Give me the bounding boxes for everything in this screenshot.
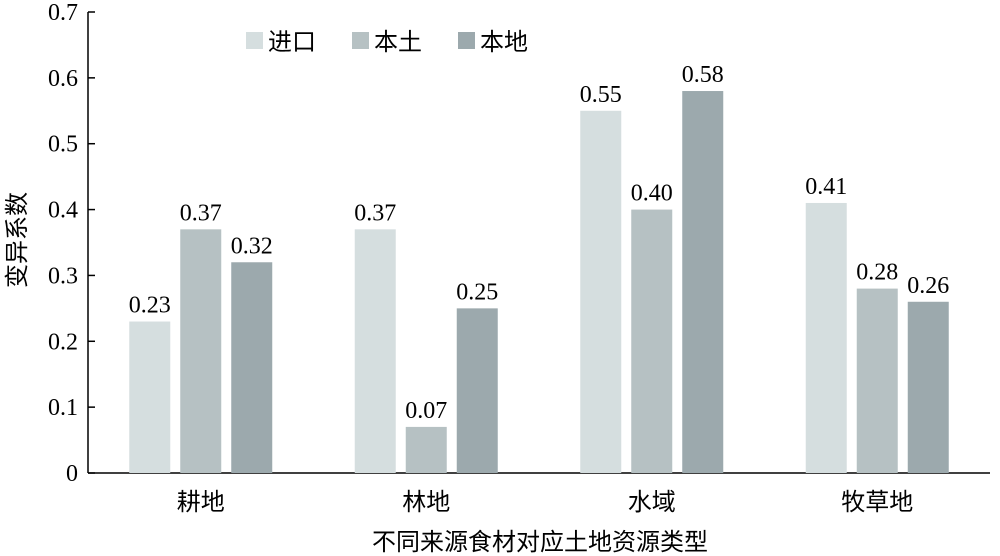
data-labels: 0.23 0.37 0.32 0.37 0.07 0.25 0.55 0.40 0.58 0.41…	[129, 62, 950, 424]
bar	[580, 110, 622, 474]
bar	[805, 202, 847, 473]
bar	[129, 321, 171, 473]
y-tick-label: 0.5	[48, 132, 78, 158]
legend-swatch	[458, 32, 475, 49]
legend-label: 本土	[374, 28, 422, 56]
data-label: 0.58	[682, 62, 724, 88]
bar	[682, 91, 724, 474]
legend-label: 本地	[480, 28, 528, 56]
data-label: 0.37	[354, 200, 396, 226]
bar	[856, 288, 898, 473]
data-label: 0.07	[405, 398, 447, 424]
y-tick-label: 0.4	[48, 198, 78, 224]
data-label: 0.28	[856, 260, 898, 286]
data-label: 0.55	[580, 82, 622, 108]
y-tick-label: 0.2	[48, 329, 78, 355]
bar	[907, 301, 949, 473]
data-label: 0.40	[631, 181, 673, 207]
y-tick-label: 0.3	[48, 263, 78, 289]
x-axis: 耕地 林地 水域 牧草地	[88, 472, 990, 516]
bar	[405, 426, 447, 473]
x-tick-label: 林地	[402, 488, 450, 516]
data-label: 0.37	[180, 200, 222, 226]
legend: 进口 本土 本地	[246, 28, 528, 56]
bar	[354, 229, 396, 473]
data-label: 0.26	[907, 273, 949, 299]
bar	[180, 229, 222, 473]
x-axis-title: 不同来源食材对应土地资源类型	[372, 528, 708, 556]
y-tick-label: 0	[66, 461, 78, 487]
y-tick-label: 0.1	[48, 395, 78, 421]
y-axis: 0 0.1 0.2 0.3 0.4 0.5 0.6 0.7	[48, 0, 95, 487]
legend-label: 进口	[268, 28, 316, 56]
data-label: 0.25	[456, 279, 498, 305]
legend-swatch	[352, 32, 369, 49]
bars	[129, 91, 949, 474]
x-tick-label: 牧草地	[841, 488, 913, 516]
data-label: 0.41	[805, 174, 847, 200]
data-label: 0.23	[129, 293, 171, 319]
data-label: 0.32	[231, 233, 273, 259]
legend-swatch	[246, 32, 263, 49]
bar	[456, 308, 498, 473]
y-tick-label: 0.7	[48, 0, 78, 26]
bar	[231, 262, 273, 473]
bar	[631, 209, 673, 474]
y-tick-label: 0.6	[48, 66, 78, 92]
x-tick-label: 耕地	[177, 488, 225, 516]
y-axis-title: 变异系数	[3, 192, 31, 288]
x-tick-label: 水域	[628, 488, 676, 516]
